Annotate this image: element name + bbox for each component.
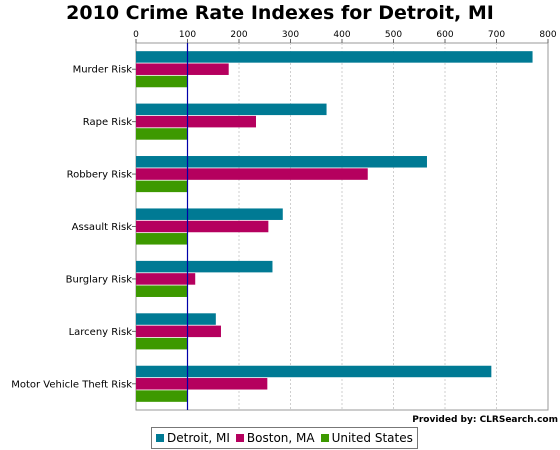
bar-boston-ma-rape-risk [136, 115, 256, 128]
legend: Detroit, MI Boston, MA United States [151, 427, 418, 449]
x-tick-label: 200 [230, 30, 247, 40]
category-label: Robbery Risk [67, 170, 133, 181]
legend-label-boston: Boston, MA [246, 431, 315, 445]
legend-item-united-states: United States [320, 431, 413, 445]
bar-boston-ma-larceny-risk [136, 325, 221, 338]
x-tick-label: 500 [385, 30, 402, 40]
category-label: Burglary Risk [66, 274, 133, 285]
x-tick-label: 800 [539, 30, 556, 40]
bar-detroit-mi-assault-risk [136, 208, 283, 220]
legend-swatch-united-states [320, 434, 329, 442]
legend-swatch-boston [235, 434, 244, 442]
bar-boston-ma-motor-vehicle-theft-risk [136, 378, 268, 390]
x-tick-label: 100 [179, 30, 196, 40]
category-label: Motor Vehicle Theft Risk [11, 379, 132, 390]
x-tick-label: 700 [488, 30, 505, 40]
legend-item-detroit: Detroit, MI [156, 431, 230, 445]
legend-label-detroit: Detroit, MI [167, 431, 230, 445]
legend-label-united-states: United States [331, 431, 413, 445]
category-label: Murder Risk [73, 65, 133, 76]
bar-boston-ma-assault-risk [136, 220, 269, 233]
x-tick-label: 0 [133, 30, 139, 40]
bar-united-states-robbery-risk [136, 180, 188, 193]
category-label: Assault Risk [72, 222, 133, 233]
legend-swatch-detroit [156, 434, 164, 442]
bar-detroit-mi-rape-risk [136, 103, 327, 116]
bar-detroit-mi-larceny-risk [136, 313, 216, 325]
bar-detroit-mi-murder-risk [136, 51, 533, 63]
category-label: Larceny Risk [69, 327, 133, 338]
x-tick-label: 300 [282, 30, 299, 40]
bar-detroit-mi-burglary-risk [136, 260, 273, 273]
bar-boston-ma-burglary-risk [136, 273, 196, 285]
x-tick-label: 400 [333, 30, 350, 40]
bar-united-states-motor-vehicle-theft-risk [136, 390, 188, 402]
bar-boston-ma-murder-risk [136, 63, 229, 75]
chart-title: 2010 Crime Rate Indexes for Detroit, MI [66, 2, 494, 24]
credit-text: Provided by: CLRSearch.com [412, 415, 558, 425]
legend-item-boston: Boston, MA [235, 431, 315, 445]
category-label: Rape Risk [83, 117, 132, 128]
bar-united-states-murder-risk [136, 75, 188, 88]
bar-united-states-rape-risk [136, 128, 188, 140]
x-tick-label: 600 [436, 30, 453, 40]
bar-united-states-assault-risk [136, 233, 188, 245]
bar-boston-ma-robbery-risk [136, 168, 368, 180]
bar-united-states-burglary-risk [136, 285, 188, 297]
bar-detroit-mi-robbery-risk [136, 156, 427, 168]
bar-united-states-larceny-risk [136, 337, 188, 350]
bar-detroit-mi-motor-vehicle-theft-risk [136, 365, 492, 378]
